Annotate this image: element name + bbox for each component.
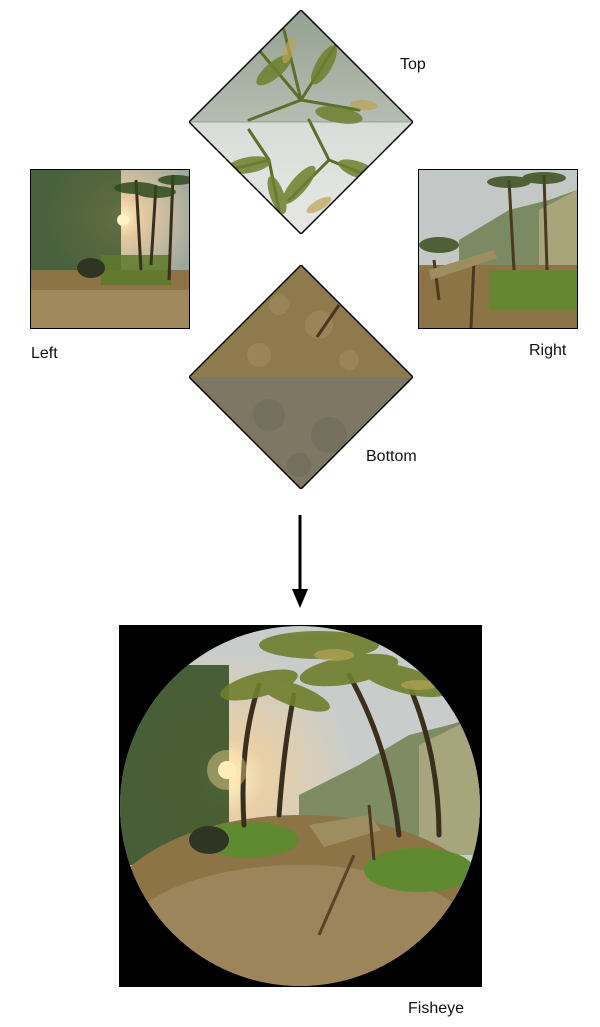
top-face-image xyxy=(187,8,415,236)
bottom-face-graphic xyxy=(187,263,415,491)
fisheye-image xyxy=(119,625,482,987)
left-face-image xyxy=(30,169,190,329)
right-face-image xyxy=(418,169,578,329)
label-fisheye: Fisheye xyxy=(408,1000,465,1017)
down-arrow-icon xyxy=(292,515,308,608)
label-top: Top xyxy=(400,56,426,73)
top-face-graphic xyxy=(187,8,415,236)
bottom-face-image xyxy=(187,263,415,491)
right-face-graphic xyxy=(419,170,577,328)
label-right: Right xyxy=(529,342,567,359)
left-face-graphic xyxy=(31,170,189,328)
fisheye-graphic xyxy=(119,625,482,987)
label-bottom: Bottom xyxy=(366,448,417,465)
label-left: Left xyxy=(31,345,58,362)
